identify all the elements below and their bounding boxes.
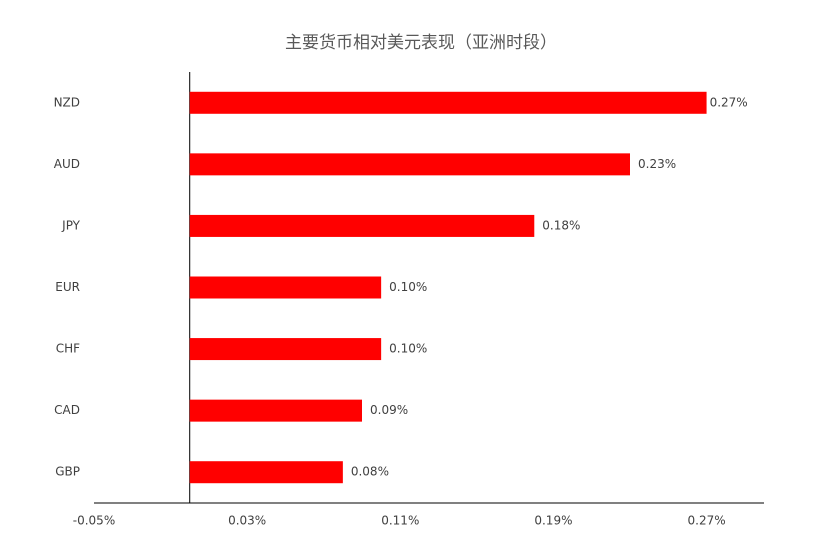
x-tick-label: 0.19% xyxy=(534,514,572,528)
bar xyxy=(189,338,382,361)
bar xyxy=(189,214,535,237)
x-tick-label: -0.05% xyxy=(73,514,115,528)
data-label: 0.23% xyxy=(638,157,676,171)
data-label: 0.10% xyxy=(389,280,427,294)
bar xyxy=(189,461,343,484)
y-tick-label: CAD xyxy=(54,403,80,417)
data-label: 0.09% xyxy=(370,403,408,417)
chart-title: 主要货币相对美元表现（亚洲时段） xyxy=(285,33,557,53)
y-tick-label: EUR xyxy=(55,280,80,294)
x-tick-label: 0.11% xyxy=(381,514,419,528)
y-tick-label: CHF xyxy=(56,342,80,356)
x-tick-label: 0.03% xyxy=(228,514,266,528)
y-tick-label: AUD xyxy=(54,157,80,171)
data-label: 0.27% xyxy=(710,95,748,109)
data-label: 0.10% xyxy=(389,342,427,356)
bar xyxy=(189,399,362,422)
y-tick-label: NZD xyxy=(54,95,80,109)
x-tick-label: 0.27% xyxy=(688,514,726,528)
y-tick-label: JPY xyxy=(61,218,81,232)
data-label: 0.08% xyxy=(351,465,389,479)
data-label: 0.18% xyxy=(542,218,580,232)
bar xyxy=(189,276,382,299)
bar xyxy=(189,91,707,114)
bar xyxy=(189,153,630,176)
y-tick-label: GBP xyxy=(55,465,80,479)
